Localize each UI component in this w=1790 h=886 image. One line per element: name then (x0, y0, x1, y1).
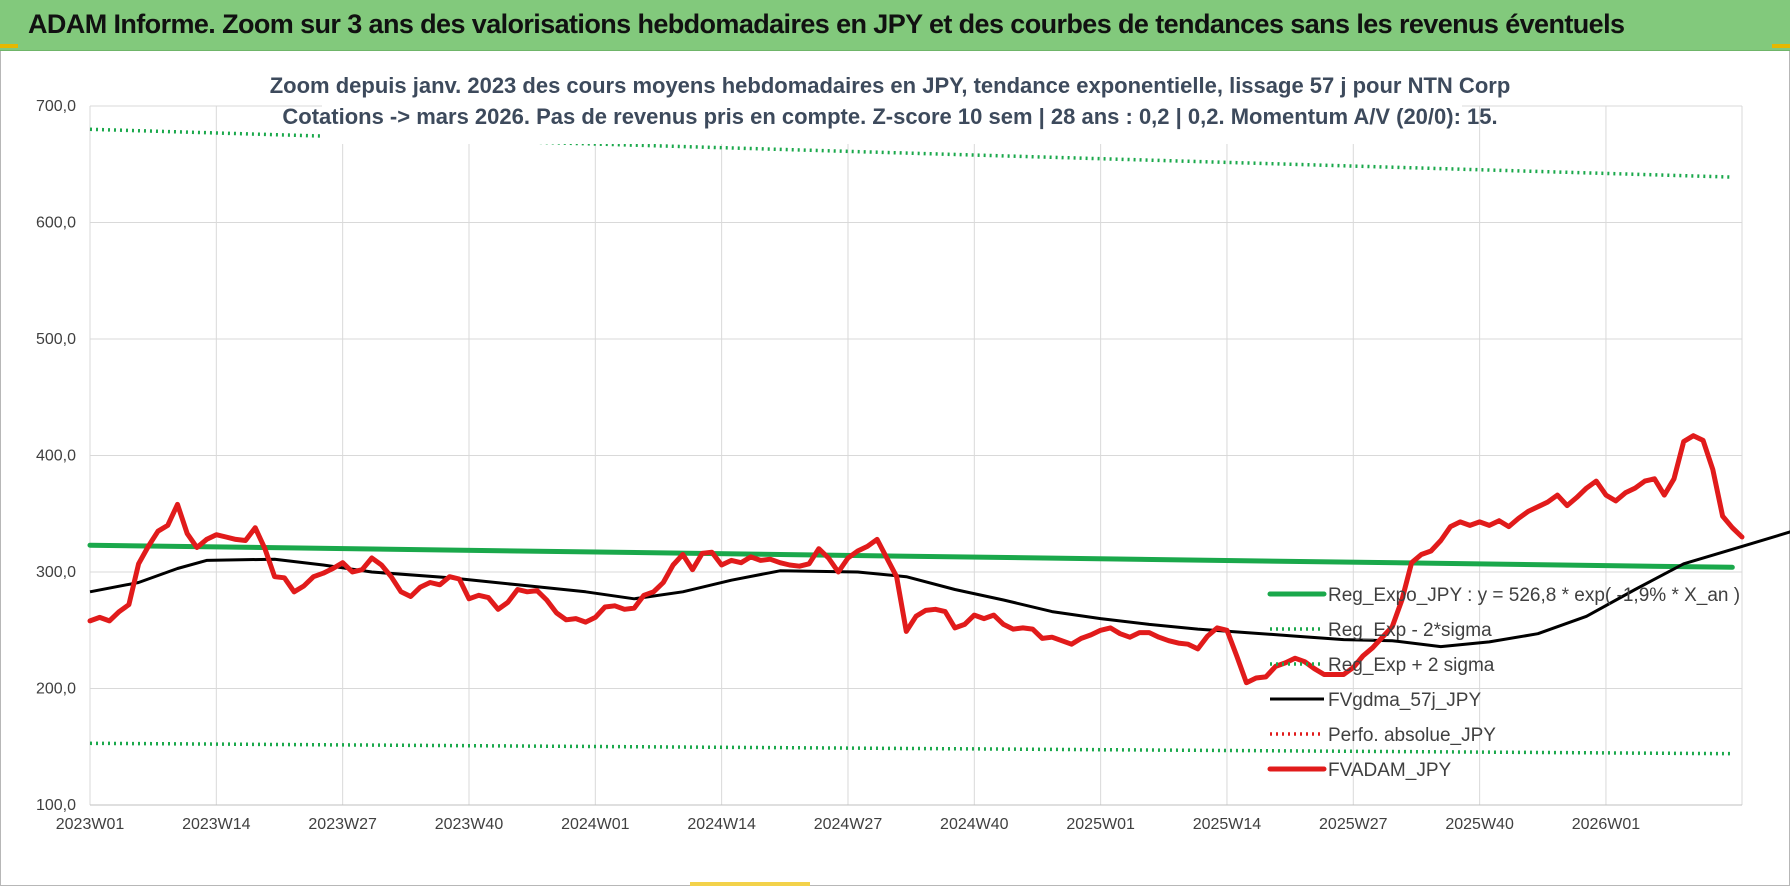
bottom-accent (690, 882, 810, 886)
chart-title: Zoom depuis janv. 2023 des cours moyens … (270, 66, 1511, 144)
x-tick-label: 2024W27 (814, 816, 883, 833)
chart-title-line: Cotations -> mars 2026. Pas de revenus p… (282, 104, 1497, 129)
series-line-5 (87, 433, 1745, 686)
series-line-2 (89, 127, 1733, 179)
banner-accent-left (0, 44, 18, 48)
series-layer (87, 127, 1790, 756)
y-tick-label: 500,0 (36, 331, 76, 348)
legend-label: Reg_Exp + 2 sigma (1328, 655, 1495, 676)
legend-label: Reg_Exp - 2*sigma (1328, 620, 1492, 641)
y-tick-label: 300,0 (36, 564, 76, 581)
y-tick-label: 600,0 (36, 215, 76, 232)
series-line-1 (89, 741, 1733, 756)
x-tick-label: 2024W14 (687, 816, 756, 833)
x-tick-label: 2023W14 (182, 816, 251, 833)
legend-label: Perfo. absolue_JPY (1328, 725, 1496, 746)
y-tick-label: 400,0 (36, 448, 76, 465)
x-tick-label: 2025W14 (1193, 816, 1262, 833)
banner-title: ADAM Informe. Zoom sur 3 ans des valoris… (28, 9, 1625, 39)
legend-label: FVgdma_57j_JPY (1328, 690, 1481, 711)
y-axis: 100,0 200,0 300,0 400,0 500,0 600,0 700,0 (36, 98, 76, 814)
x-tick-label: 2024W01 (561, 816, 630, 833)
y-tick-label: 200,0 (36, 681, 76, 698)
x-axis: 2023W01 2023W14 2023W27 2023W40 2024W01 2024W… (56, 816, 1641, 833)
y-tick-label: 100,0 (36, 797, 76, 814)
series-line-3 (89, 530, 1790, 649)
y-tick-label: 700,0 (36, 98, 76, 115)
x-tick-label: 2025W40 (1445, 816, 1514, 833)
x-tick-label: 2023W40 (435, 816, 504, 833)
banner-accent-right (1772, 44, 1790, 48)
x-tick-label: 2023W27 (308, 816, 377, 833)
x-tick-label: 2024W40 (940, 816, 1009, 833)
chart-title-background (322, 66, 1462, 144)
x-tick-label: 2023W01 (56, 816, 125, 833)
x-tick-label: 2025W27 (1319, 816, 1388, 833)
series-line-0 (87, 542, 1735, 570)
legend-label: FVADAM_JPY (1328, 760, 1452, 781)
chart-title-line: Zoom depuis janv. 2023 des cours moyens … (270, 73, 1511, 98)
x-tick-label: 2026W01 (1572, 816, 1641, 833)
legend: Reg_Expo_JPY : y = 526,8 * exp( -1,9% * … (1267, 585, 1740, 781)
legend-label: Reg_Expo_JPY : y = 526,8 * exp( -1,9% * … (1328, 585, 1740, 606)
x-tick-label: 2025W01 (1066, 816, 1135, 833)
title-banner: ADAM Informe. Zoom sur 3 ans des valoris… (0, 0, 1790, 51)
grid (89, 105, 1743, 806)
